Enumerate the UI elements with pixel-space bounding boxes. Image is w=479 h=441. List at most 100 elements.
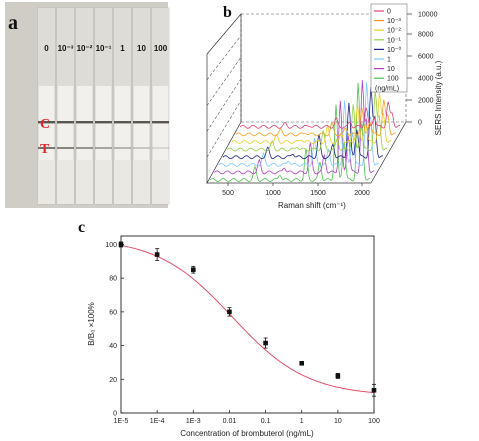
left-plane-gridline xyxy=(206,35,242,80)
panel-b: b 500 1000 1500 20000200040006000800010000 … xyxy=(206,3,443,210)
spectrum-line xyxy=(231,92,392,144)
x-tick-label: 0.1 xyxy=(261,418,271,425)
x-tick-label: 1E-5 xyxy=(114,418,129,425)
panel-c: c 1E-5 1E-4 1E-3 0.01 0.1 1 10 100020406080100 … xyxy=(78,219,380,438)
panel-c-ticks: 1E-5 1E-4 1E-3 0.01 0.1 1 10 100 0 20 40 60 80 100 xyxy=(105,242,380,425)
data-point xyxy=(154,252,160,257)
strip-concentration-label: 10⁻² xyxy=(77,44,93,53)
intensity-tick-label: 8000 xyxy=(418,32,434,39)
strip-sample-pad xyxy=(76,8,93,86)
control-line xyxy=(133,121,150,124)
strip-sample-pad xyxy=(38,8,55,86)
legend-entry: 10⁻¹ xyxy=(387,37,401,44)
strip-concentration-label: 10⁻¹ xyxy=(96,44,112,53)
legend-entry: 10⁻² xyxy=(387,28,401,35)
strip-sample-pad xyxy=(114,8,131,86)
intensity-tick-label: 2000 xyxy=(418,98,434,105)
data-point xyxy=(335,373,341,379)
test-line xyxy=(38,147,55,149)
panel-a-label: a xyxy=(8,12,18,34)
data-point xyxy=(190,267,196,273)
strip-absorbent-pad xyxy=(114,160,131,204)
strip-absorbent-pad xyxy=(152,160,169,204)
test-line-label: T xyxy=(40,142,50,157)
legend-entry: 0 xyxy=(387,9,391,16)
intensity-tick-label: 4000 xyxy=(418,76,434,83)
strip-concentration-label: 0 xyxy=(44,44,49,53)
intensity-tick-label: 10000 xyxy=(418,12,438,19)
control-line xyxy=(95,121,112,124)
panel-b-spectra xyxy=(209,80,401,182)
strip-concentration-label: 100 xyxy=(154,44,168,53)
panel-b-y-axis-label: SERS Intensity (a.u.) xyxy=(434,60,443,135)
strip-absorbent-pad xyxy=(95,160,112,204)
fit-curve xyxy=(120,244,375,394)
panel-c-y-axis-label: B/B₀ ×100% xyxy=(87,302,96,346)
legend-entry: 10⁻⁰ xyxy=(387,46,401,54)
legend-entry: 10 xyxy=(387,66,395,73)
x-tick-label: 1500 xyxy=(310,190,326,197)
test-line xyxy=(95,147,112,149)
control-line xyxy=(152,121,169,124)
depth-axis-line xyxy=(370,121,407,184)
y-tick-label: 40 xyxy=(109,343,117,350)
panel-b-x-axis-label: Raman shift (cm⁻¹) xyxy=(278,201,346,210)
y-tick-label: 60 xyxy=(109,309,117,316)
control-line xyxy=(114,121,131,124)
y-tick-label: 0 xyxy=(113,411,117,418)
strip-absorbent-pad xyxy=(76,160,93,204)
control-line xyxy=(57,121,74,124)
left-plane xyxy=(206,13,242,185)
strip-sample-pad xyxy=(152,8,169,86)
legend-box xyxy=(370,3,408,93)
data-points xyxy=(118,241,377,397)
x-tick-label: 1 xyxy=(300,418,304,425)
control-line xyxy=(38,121,55,124)
left-plane-gridline xyxy=(206,100,242,158)
legend-unit: (ng/mL) xyxy=(375,85,399,92)
x-tick-label: 1000 xyxy=(265,190,281,197)
x-tick-label: 100 xyxy=(368,418,380,425)
panel-c-label: c xyxy=(78,219,85,236)
strip-absorbent-pad xyxy=(57,160,74,204)
left-plane-gridline xyxy=(206,57,242,106)
x-tick-label: 1E-3 xyxy=(186,418,201,425)
legend-entry: 100 xyxy=(387,76,399,83)
panel-a: 0 10⁻³ 10⁻² 10⁻¹ 1 10 100 a C T xyxy=(5,2,170,208)
panel-c-plot-frame xyxy=(120,235,375,414)
strip-absorbent-pad xyxy=(38,160,55,204)
x-tick-label: 10 xyxy=(334,418,342,425)
control-line xyxy=(76,121,93,124)
legend-entry: 10⁻³ xyxy=(387,18,401,25)
data-point xyxy=(263,340,268,346)
y-tick-label: 80 xyxy=(109,276,117,283)
left-plane-gridline xyxy=(206,78,242,132)
x-tick-label: 2000 xyxy=(354,190,370,197)
strip-sample-pad xyxy=(57,8,74,86)
spectrum-line xyxy=(239,101,401,129)
test-line xyxy=(57,147,74,149)
strip-concentration-label: 10⁻³ xyxy=(58,44,74,53)
strip-absorbent-pad xyxy=(133,160,150,204)
panel-b-label: b xyxy=(223,4,232,21)
intensity-tick-label: 0 xyxy=(418,120,422,127)
panel-c-x-axis-label: Concentration of brombuterol (ng/mL) xyxy=(180,429,314,438)
strip-concentration-label: 1 xyxy=(120,44,125,53)
strip-sample-pad xyxy=(95,8,112,86)
test-line xyxy=(133,147,150,149)
x-tick-label: 500 xyxy=(222,190,234,197)
test-line xyxy=(114,147,131,149)
test-line xyxy=(152,147,169,149)
data-point xyxy=(371,387,377,393)
legend-entry: 1 xyxy=(387,57,391,64)
spectrum-line xyxy=(218,82,379,167)
intensity-tick-label: 6000 xyxy=(418,54,434,61)
spectrum-line xyxy=(209,82,371,182)
panel-b-legend: 0 10⁻³ 10⁻² 10⁻¹ 10⁻⁰ 1 10 100 (ng/mL) xyxy=(370,3,408,93)
spectrum-line xyxy=(235,99,396,137)
strip-sample-pad xyxy=(133,8,150,86)
data-point xyxy=(227,309,232,315)
strip-concentration-label: 10 xyxy=(137,44,146,53)
